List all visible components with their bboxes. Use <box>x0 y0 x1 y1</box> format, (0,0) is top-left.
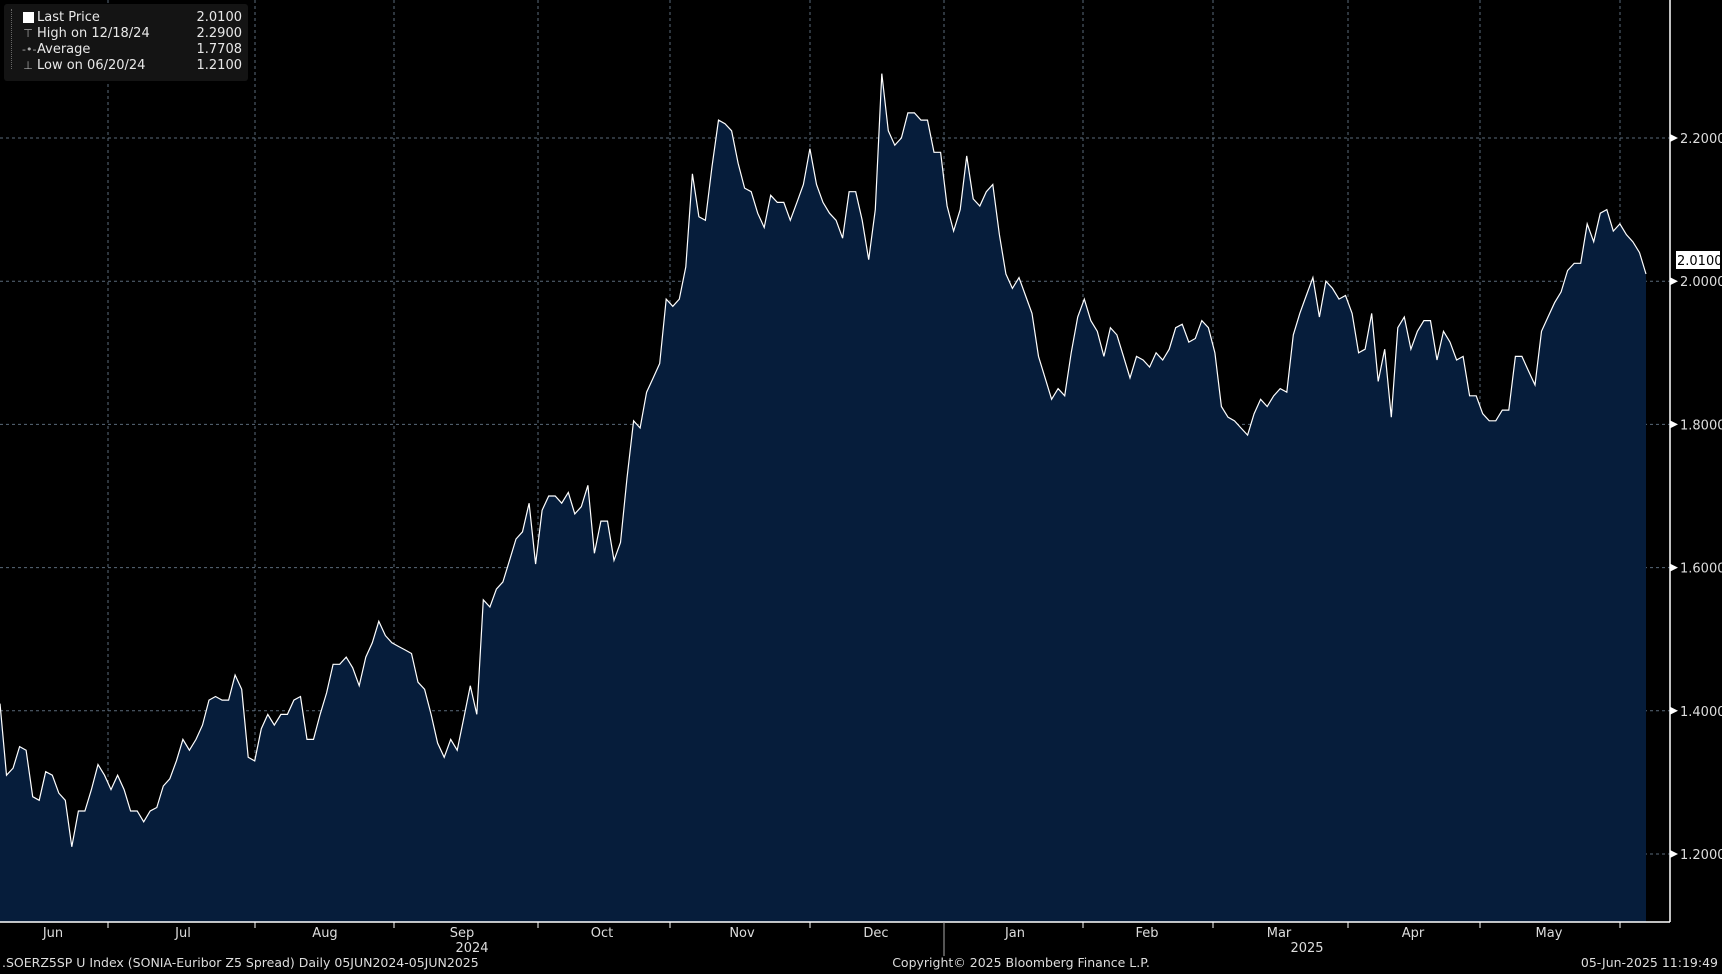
y-tick-label: 1.6000 <box>1680 562 1722 577</box>
average-line-icon: -•- <box>22 43 37 56</box>
x-year-label: 2025 <box>1290 941 1323 956</box>
y-tick-label: 2.0000 <box>1680 275 1722 290</box>
price-line <box>0 73 1647 847</box>
last-price-tag <box>1670 251 1720 275</box>
x-month-label: Aug <box>312 926 337 941</box>
y-tick-label: 2.2000 <box>1680 132 1722 147</box>
y-tick-arrow <box>1670 277 1678 286</box>
x-month-label: Jul <box>174 926 191 941</box>
legend-high: ⊤ High on 12/18/24 2.2900 <box>4 26 242 42</box>
x-month-label: Feb <box>1135 926 1158 941</box>
footer-timestamp: 05-Jun-2025 11:19:49 <box>1580 955 1718 970</box>
legend-value: 1.7708 <box>196 42 243 57</box>
legend-box: Last Price 2.0100 ⊤ High on 12/18/24 2.2… <box>4 4 248 81</box>
x-month-label: Jun <box>42 926 63 941</box>
x-month-label: Sep <box>450 926 475 941</box>
price-area-fill <box>0 73 1646 923</box>
legend-label: Last Price <box>37 10 100 25</box>
low-marker-icon: ⊥ <box>23 59 33 72</box>
legend-value: 2.0100 <box>196 10 243 25</box>
y-tick-label: 1.8000 <box>1680 418 1722 433</box>
footer-copyright: Copyright© 2025 Bloomberg Finance L.P. <box>892 955 1150 970</box>
y-tick-arrow <box>1670 706 1678 715</box>
legend-last-price: Last Price 2.0100 <box>4 10 242 26</box>
legend-label: High on 12/18/24 <box>37 26 150 41</box>
footer-security-description: .SOERZ5SP U Index (SONIA-Euribor Z5 Spre… <box>2 955 479 970</box>
x-year-label: 2024 <box>455 941 488 956</box>
y-tick-arrow <box>1670 420 1678 429</box>
x-month-label: Jan <box>1004 926 1025 941</box>
legend-average: -•- Average 1.7708 <box>4 42 242 58</box>
x-month-label: Nov <box>729 926 755 941</box>
y-tick-arrow <box>1670 134 1678 142</box>
legend-value: 1.2100 <box>196 58 243 73</box>
y-tick-arrow <box>1670 563 1678 572</box>
legend-label: Average <box>37 42 91 57</box>
x-month-label: Mar <box>1267 926 1292 941</box>
y-tick-arrow <box>1670 850 1678 858</box>
legend-value: 2.2900 <box>196 26 243 41</box>
y-tick-label: 1.2000 <box>1680 848 1722 863</box>
legend-tree-lines <box>11 9 20 69</box>
x-month-label: Dec <box>863 926 888 941</box>
x-month-label: Oct <box>591 926 613 941</box>
last-price-label: 2.0100 <box>1677 254 1722 269</box>
legend-low: ⊥ Low on 06/20/24 1.2100 <box>4 58 242 74</box>
x-month-label: May <box>1536 926 1563 941</box>
legend-label: Low on 06/20/24 <box>37 58 146 73</box>
y-tick-label: 1.4000 <box>1680 705 1722 720</box>
high-marker-icon: ⊤ <box>23 27 33 40</box>
x-month-label: Apr <box>1402 926 1425 941</box>
white-square-icon <box>22 12 34 24</box>
